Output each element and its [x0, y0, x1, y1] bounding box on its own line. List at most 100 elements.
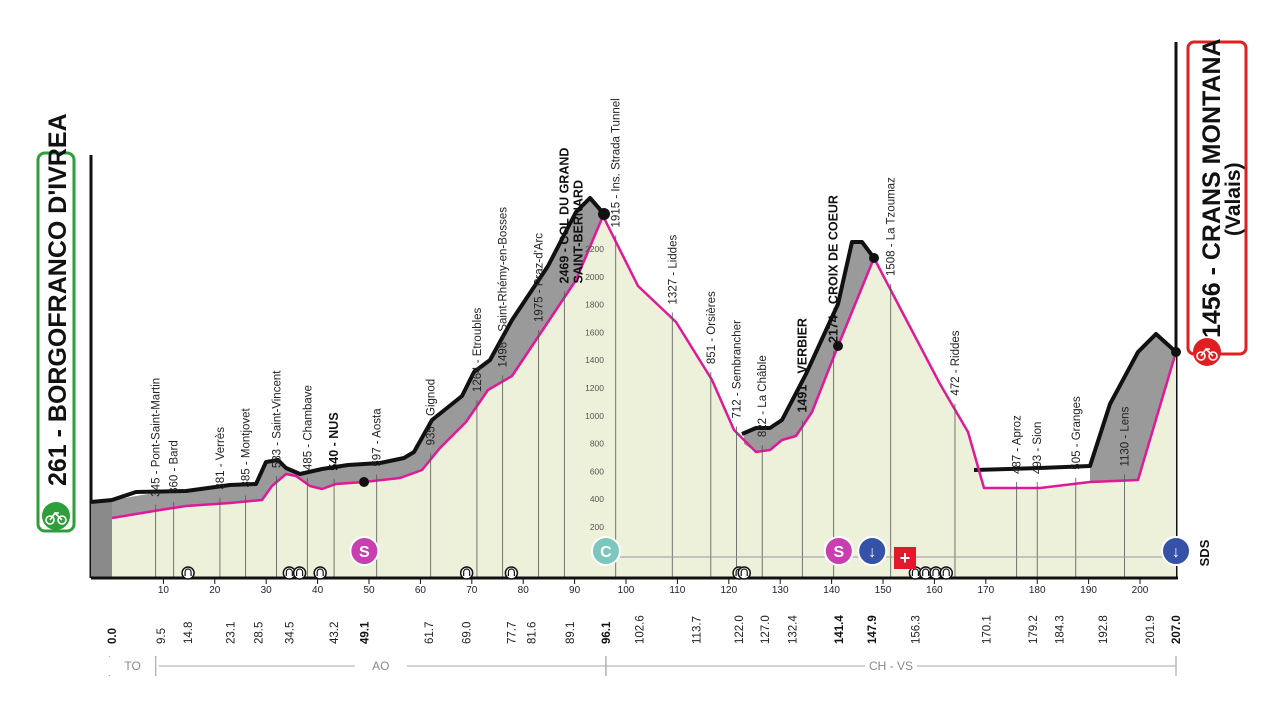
- waypoint-label: 1130 - Lens: [1120, 406, 1132, 466]
- bike-icon: [45, 511, 67, 525]
- region-label: AO: [372, 659, 389, 673]
- km-tick-label: 70: [466, 585, 478, 596]
- gray-band-3: [1090, 334, 1176, 482]
- distance-label: 23.1: [226, 622, 238, 644]
- km-tick-label: 130: [772, 585, 789, 596]
- badges: S C S ↓ ↓: [349, 536, 1191, 566]
- svg-text:+: +: [900, 548, 911, 568]
- start-bike-icon: [42, 502, 70, 530]
- distance-label: 201.9: [1145, 615, 1157, 644]
- km-tick-label: 60: [415, 585, 427, 596]
- waypoint-label: 1491 - VERBIER: [795, 318, 809, 412]
- distance-label: 77.7: [506, 622, 518, 644]
- km-tick-label: 80: [518, 585, 530, 596]
- waypoint-label: 1498 - Saint-Rhémy-en-Bosses: [498, 207, 510, 368]
- waypoint-label: 2174 - CROIX DE COEUR: [827, 195, 841, 343]
- altitude-tick: 1800: [585, 300, 604, 310]
- km-tick-label: 30: [261, 585, 273, 596]
- distance-label: 49.1: [359, 621, 371, 644]
- waypoint-label-line2: SAINT-BERNARD: [571, 180, 585, 283]
- waypoint-label: 472 - Riddes: [950, 330, 962, 395]
- finish-dot: [1171, 347, 1181, 357]
- distance-label: 96.1: [601, 621, 613, 644]
- km-tick-label: 110: [669, 585, 685, 596]
- svg-text:S: S: [833, 544, 844, 561]
- waypoint-label: 935 - Gignod: [426, 379, 438, 446]
- waypoint-label: 1915 - Ins. Strada Tunnel: [611, 98, 623, 227]
- finish-marker: 1456 - CRANS MONTANA (Valais): [1186, 38, 1248, 366]
- distance-label: 127.0: [760, 615, 772, 644]
- km-tick-label: 100: [618, 585, 635, 596]
- region-label-bg: [864, 657, 917, 675]
- waypoint-label: 360 - Bard: [169, 440, 181, 494]
- gsb-dot: [598, 208, 610, 220]
- km-tick-label: 10: [158, 585, 170, 596]
- km-tick-label: 150: [875, 585, 892, 596]
- distance-label: 34.5: [284, 622, 296, 644]
- svg-text:↓: ↓: [1172, 544, 1180, 561]
- altitude-tick: 800: [590, 439, 604, 449]
- distance-label: 28.5: [253, 622, 265, 644]
- waypoint-label: 822 - La Châble: [757, 355, 769, 437]
- waypoint-label: 381 - Verrès: [215, 427, 227, 490]
- km-tick-label: 40: [312, 585, 324, 596]
- gray-band: [112, 198, 604, 518]
- distance-label: 113.7: [691, 616, 703, 644]
- altitude-tick: 600: [590, 466, 604, 476]
- sprint-badge: C: [590, 536, 621, 566]
- waypoint-label: 1264 - Etroubles: [472, 307, 484, 392]
- distance-label: 179.2: [1028, 615, 1040, 644]
- waypoint-label: 1327 - Liddes: [667, 235, 679, 305]
- distance-label: 89.1: [565, 622, 577, 644]
- finish-sublabel: (Valais): [1222, 162, 1245, 236]
- altitude-tick: 2200: [585, 244, 604, 254]
- svg-text:↓: ↓: [868, 544, 876, 561]
- finish-bike-icon: [1193, 338, 1221, 366]
- waypoint-label: 505 - Granges: [1071, 396, 1083, 470]
- distance-label: 184.3: [1054, 615, 1066, 644]
- start-label: 261 - BORGOFRANCO D'IVREA: [44, 113, 72, 486]
- road-outline-3: [973, 332, 1178, 472]
- altitude-tick: 1200: [585, 383, 604, 393]
- region-label: CH - VS: [869, 659, 913, 673]
- climb-badge: S: [349, 536, 380, 566]
- start-wall: [91, 500, 112, 578]
- tunnel-icon: [282, 566, 297, 580]
- distance-label: 156.3: [910, 615, 922, 644]
- altitude-ticks: 200 400 600 800 1000 1200 1400 1600 1800 2000 2200: [585, 244, 604, 532]
- km-tick-label: 20: [209, 585, 221, 596]
- km-tick-label: 50: [363, 585, 375, 596]
- waypoint-label: 485 - Chambave: [302, 385, 314, 470]
- distance-labels: 0.0 9.5 14.8 23.1 28.5 34.5 43.2 49.1 61.7 69.0 77…: [107, 615, 1183, 644]
- distance-label: 0.0: [107, 628, 119, 644]
- tunnel-icons: [181, 566, 953, 580]
- tunnel-icon: [313, 566, 327, 580]
- altitude-tick: 1600: [585, 327, 604, 337]
- distance-label: 207.0: [1171, 615, 1183, 644]
- waypoint-label: 2469 - COL DU GRAND: [557, 148, 571, 284]
- tunnel-icon: [459, 566, 474, 580]
- descent-badge: ↓: [857, 536, 888, 566]
- waypoint-label: 851 - Orsières: [706, 291, 718, 364]
- km-tick-label: 160: [926, 585, 943, 596]
- distance-label: 81.6: [526, 622, 538, 644]
- km-tick-label: 190: [1080, 585, 1097, 596]
- waypoint-label: 487 - Aproz: [1012, 415, 1024, 474]
- road-outline: [90, 196, 606, 504]
- svg-text:C: C: [600, 544, 612, 561]
- lower-fill: [112, 216, 1176, 578]
- distance-label: 122.0: [734, 615, 746, 644]
- altitude-tick: 1000: [585, 411, 604, 421]
- distance-label: 132.4: [788, 615, 800, 644]
- distance-label: 147.9: [867, 615, 879, 644]
- km-tick-label: 90: [569, 585, 581, 596]
- waypoint-label: 540 - NUS: [327, 412, 341, 470]
- distance-label: 69.0: [462, 622, 474, 644]
- waypoint-label: 597 - Aosta: [372, 408, 384, 467]
- region-label-bg: [106, 657, 159, 675]
- svg-text:S: S: [359, 544, 370, 561]
- bike-icon: [1196, 347, 1218, 361]
- waypoint-label: 345 - Pont-Saint-Martin: [151, 378, 163, 497]
- altitude-tick: 200: [590, 522, 604, 532]
